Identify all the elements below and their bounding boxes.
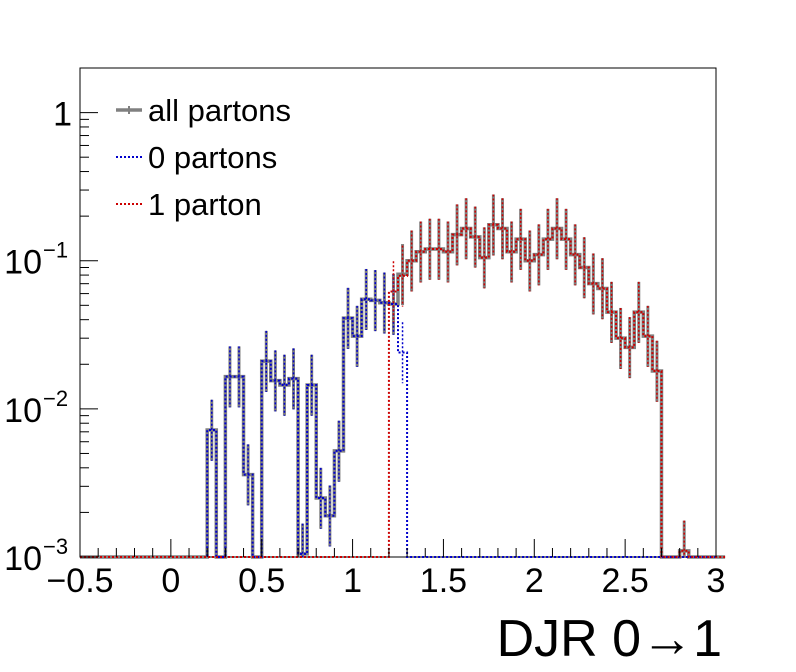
y-tick-label: 10: [4, 392, 42, 430]
y-tick-exponent: −2: [43, 386, 68, 411]
legend-label-all-partons: all partons: [148, 93, 291, 128]
legend: all partons 0 partons 1 parton: [116, 93, 291, 222]
x-tick-label: 1.5: [420, 562, 467, 600]
y-tick-label: 1: [53, 96, 72, 134]
y-tick-labels: 10 −310 −210 −11: [4, 96, 72, 578]
y-tick-exponent: −1: [43, 238, 68, 263]
y-tick-label: 10: [4, 540, 42, 578]
x-tick-label: 2.5: [602, 562, 649, 600]
x-tick-label: 3: [707, 562, 726, 600]
x-axis-label: DJR 0→1: [497, 610, 722, 668]
x-tick-labels: −0.5 0 0.5 1 1.5 2 2.5 3: [46, 562, 725, 600]
legend-label-0-partons: 0 partons: [148, 140, 277, 175]
y-tick-label: 10: [4, 244, 42, 282]
histogram-layer: [80, 194, 726, 559]
series-line-1-parton: [80, 223, 726, 558]
x-tick-label: 1: [343, 562, 362, 600]
y-tick-exponent: −3: [43, 534, 68, 559]
axis-ticks: [79, 67, 717, 558]
legend-label-1-parton: 1 parton: [148, 187, 262, 222]
series-line-all-partons: [80, 222, 726, 559]
x-tick-label: 0: [161, 562, 180, 600]
x-tick-label: 2: [525, 562, 544, 600]
x-tick-label: −0.5: [46, 562, 113, 600]
x-tick-label: 0.5: [238, 562, 285, 600]
plot-frame: [79, 67, 717, 558]
series-line-0-partons: [80, 298, 716, 558]
